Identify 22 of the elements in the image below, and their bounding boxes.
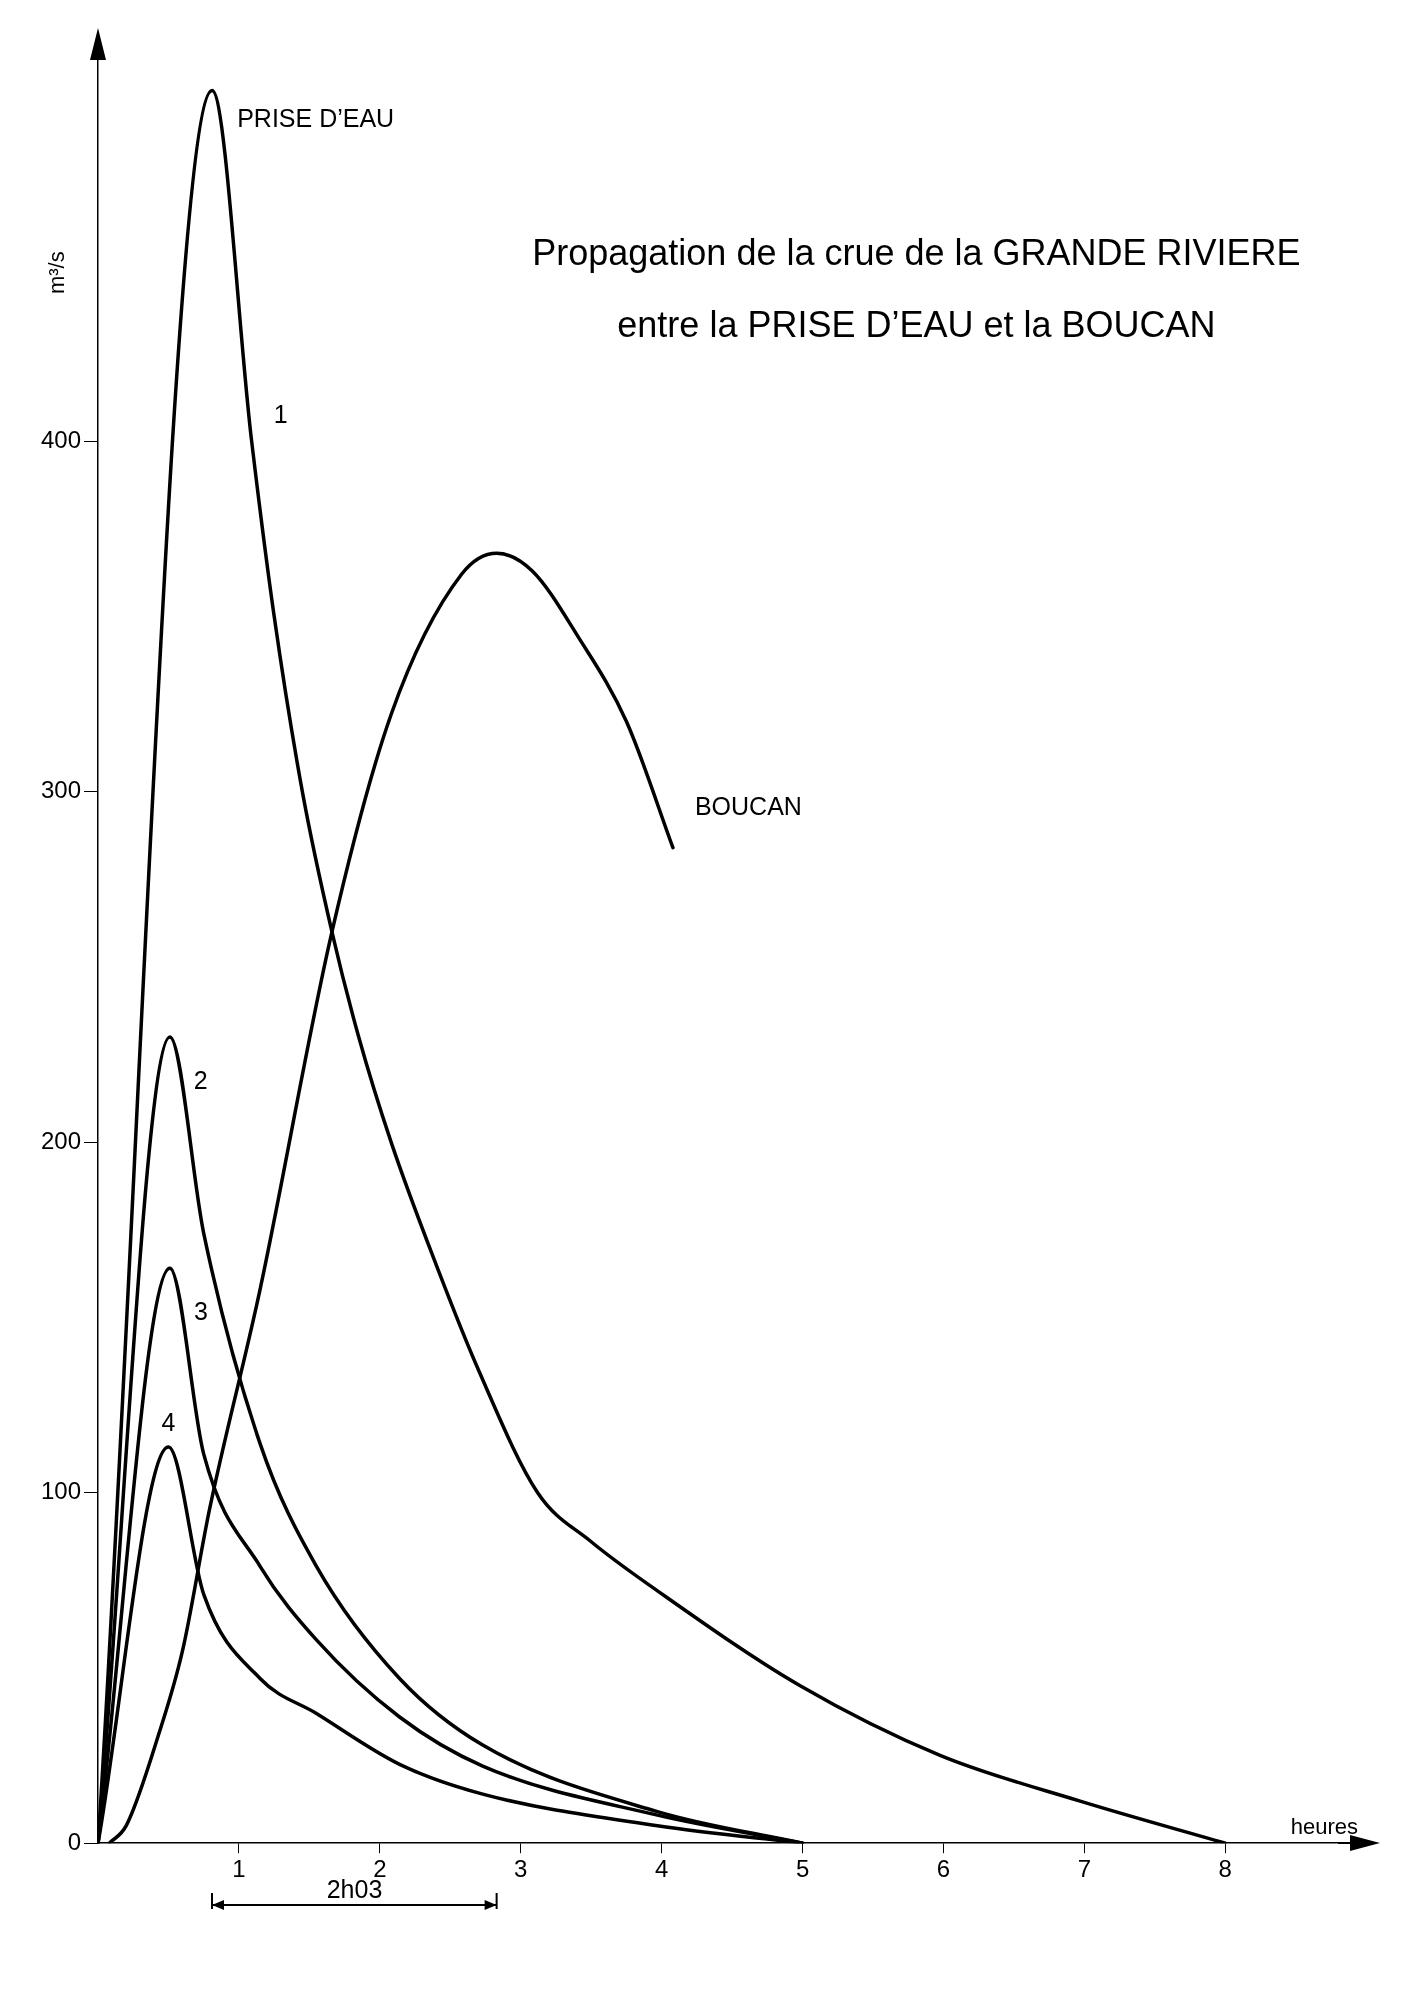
x-tick-label: 5 bbox=[795, 1855, 810, 1883]
x-tick-label: 1 bbox=[232, 1855, 246, 1883]
x-axis-title: heures bbox=[1290, 1814, 1358, 1840]
text: entre la PRISE D’EAU et la BOUCAN bbox=[617, 303, 1216, 345]
y-tick-label: 100 bbox=[41, 1477, 82, 1505]
y-tick-label: 0 bbox=[67, 1827, 82, 1855]
x-tick-label: 7 bbox=[1077, 1855, 1092, 1883]
y-tick-label: 400 bbox=[41, 425, 82, 453]
x-tick-label: 6 bbox=[936, 1855, 951, 1883]
series-label: 4 bbox=[161, 1408, 176, 1437]
annotation: PRISE D’EAU bbox=[237, 104, 395, 133]
series-label: 2 bbox=[193, 1065, 208, 1094]
y-axis-title: m³/s bbox=[44, 251, 70, 295]
series-label: 3 bbox=[194, 1297, 208, 1326]
text: Propagation de la crue de la GRANDE RIVIERE bbox=[532, 231, 1301, 273]
y-tick-label: 200 bbox=[41, 1126, 82, 1154]
series-label: 1 bbox=[273, 399, 288, 428]
x-tick-label: 4 bbox=[654, 1855, 669, 1883]
x-tick-label: 8 bbox=[1218, 1855, 1232, 1883]
x-tick-label: 3 bbox=[514, 1855, 528, 1883]
y-tick-label: 300 bbox=[41, 776, 82, 804]
series-label: BOUCAN bbox=[694, 791, 802, 820]
